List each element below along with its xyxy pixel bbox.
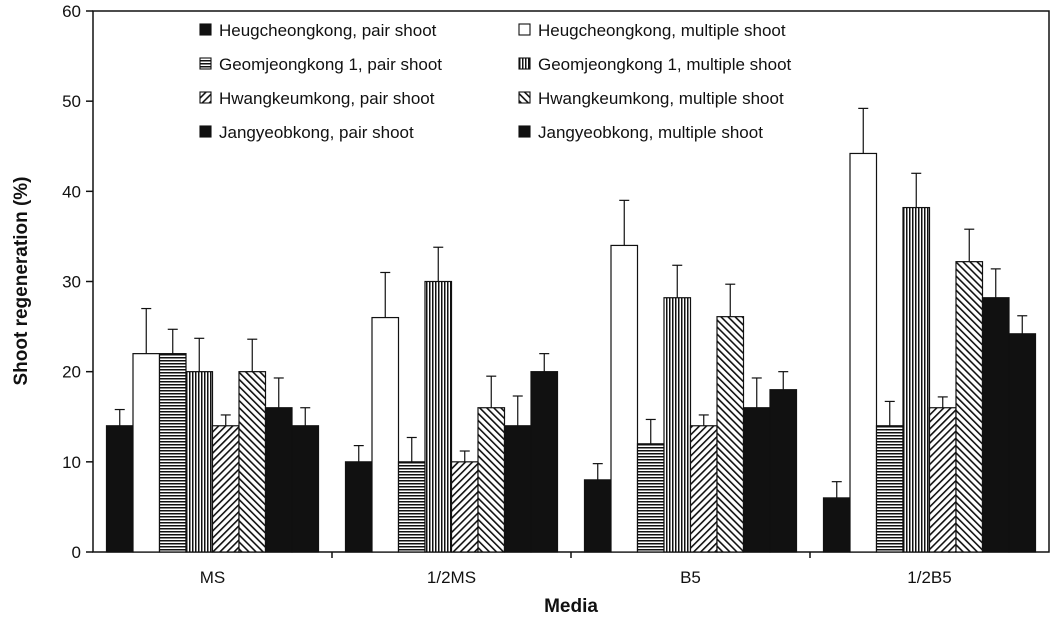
x-tick-label: MS <box>200 568 226 587</box>
bar <box>344 461 373 553</box>
bar <box>185 371 214 553</box>
y-tick-label: 50 <box>62 92 81 111</box>
bar <box>981 297 1010 553</box>
legend-label: Geomjeongkong 1, pair shoot <box>219 55 442 74</box>
bar <box>955 261 984 553</box>
legend-label: Jangyeobkong, multiple shoot <box>538 123 763 142</box>
error-bars <box>114 107 1028 498</box>
bar <box>928 407 957 553</box>
bar <box>371 316 400 553</box>
bar <box>105 425 134 553</box>
legend-label: Geomjeongkong 1, multiple shoot <box>538 55 792 74</box>
y-tick-label: 40 <box>62 182 81 201</box>
y-axis-title: Shoot regeneration (%) <box>11 176 32 385</box>
bar <box>450 461 479 553</box>
legend-swatch <box>199 125 212 138</box>
bar <box>769 389 798 553</box>
bar <box>397 461 426 553</box>
legend: Heugcheongkong, pair shoot Heugcheongkong… <box>199 21 792 142</box>
bar <box>264 407 293 553</box>
bar <box>477 407 506 553</box>
bar <box>902 206 931 553</box>
legend-swatch <box>518 125 531 138</box>
bar <box>1008 333 1037 553</box>
legend-swatch <box>199 91 212 104</box>
bar <box>424 280 453 553</box>
y-tick-label: 0 <box>72 543 81 562</box>
legend-label: Heugcheongkong, multiple shoot <box>538 21 786 40</box>
bars <box>105 152 1037 553</box>
x-tick-label: 1/2MS <box>427 568 476 587</box>
axes: 0 10 20 30 40 50 60 MS 1/2MS B5 1/2B5 <box>62 2 1050 587</box>
legend-swatch <box>518 91 531 104</box>
legend-label: Hwangkeumkong, multiple shoot <box>538 89 784 108</box>
bar <box>875 425 904 553</box>
bar <box>610 244 639 553</box>
bar <box>663 297 692 553</box>
bar <box>211 425 240 553</box>
bar <box>291 425 320 553</box>
bar <box>503 425 532 553</box>
legend-swatch <box>518 57 531 70</box>
bar <box>689 425 718 553</box>
y-tick-label: 60 <box>62 2 81 21</box>
bar <box>742 407 771 553</box>
bar <box>849 152 878 553</box>
bar <box>822 497 851 553</box>
x-tick-label: 1/2B5 <box>907 568 951 587</box>
bar <box>132 353 161 553</box>
legend-label: Heugcheongkong, pair shoot <box>219 21 437 40</box>
bar <box>238 371 267 553</box>
bar <box>583 479 612 553</box>
legend-swatch <box>518 23 531 36</box>
legend-swatch <box>199 57 212 70</box>
x-tick-label: B5 <box>680 568 701 587</box>
legend-label: Hwangkeumkong, pair shoot <box>219 89 435 108</box>
legend-swatch <box>199 23 212 36</box>
bar <box>530 371 559 553</box>
legend-label: Jangyeobkong, pair shoot <box>219 123 414 142</box>
y-tick-label: 20 <box>62 363 81 382</box>
bar <box>158 353 187 553</box>
y-tick-label: 10 <box>62 453 81 472</box>
x-axis-title: Media <box>544 596 598 617</box>
bar <box>716 316 745 553</box>
y-tick-label: 30 <box>62 273 81 292</box>
bar <box>636 443 665 553</box>
